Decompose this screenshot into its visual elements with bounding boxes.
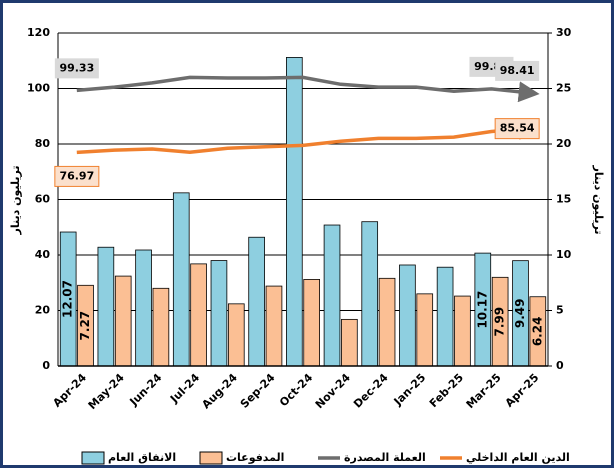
bar [323, 224, 341, 367]
y2-tick-label: 10 [556, 248, 572, 261]
y2-tick-label: 0 [556, 359, 564, 372]
legend-swatch [199, 451, 223, 465]
bar [172, 192, 190, 367]
y2-tick-label: 20 [556, 137, 572, 150]
line-value-label: 85.54 [500, 122, 535, 135]
y-axis-title: تريليون دينار [9, 166, 22, 236]
legend-swatch [81, 451, 105, 465]
y-tick-label: 120 [27, 26, 50, 39]
line-value-label: 76.97 [59, 169, 94, 182]
bar [135, 249, 152, 367]
bar-value-label: 10.17 [475, 291, 489, 329]
line-value-label: 99.33 [59, 61, 94, 74]
bar [303, 279, 320, 367]
x-tick-label: Mar-25 [464, 371, 504, 411]
y-tick-label: 0 [42, 359, 50, 372]
y2-axis-title: تريليون دينار [592, 165, 605, 235]
legend-label: المدفوعات [226, 451, 284, 464]
y2-tick-label: 30 [556, 26, 572, 39]
x-tick-label: Feb-25 [427, 371, 466, 410]
y2-tick-label: 15 [556, 193, 571, 206]
label-box [54, 58, 99, 79]
bar-value-label: 7.27 [78, 311, 92, 341]
bar [454, 295, 471, 367]
bar [361, 221, 379, 367]
bar [341, 318, 358, 367]
y-tick-label: 80 [35, 137, 51, 150]
bar [114, 275, 132, 367]
bar-value-label: 6.24 [530, 317, 544, 347]
bar [97, 246, 115, 367]
y2-tick-label: 25 [556, 82, 571, 95]
legend-label: العملة المصدرة [344, 451, 426, 464]
bar [378, 277, 396, 367]
line [76, 75, 540, 103]
bar [227, 303, 245, 367]
x-tick-label: Jan-25 [391, 371, 429, 409]
bar [286, 57, 303, 367]
bar [248, 236, 265, 367]
bar [152, 287, 170, 367]
label-box [54, 165, 100, 187]
label-box [494, 118, 540, 140]
label-box [495, 60, 540, 81]
x-tick-label: Nov-24 [313, 371, 353, 411]
bar [399, 264, 416, 367]
x-tick-label: Apr-24 [50, 371, 89, 410]
bar [265, 285, 283, 367]
y-tick-label: 100 [27, 82, 50, 95]
bar [210, 260, 228, 367]
line [76, 118, 540, 155]
bar [190, 263, 207, 367]
legend-label: الانفاق العام [108, 451, 176, 464]
x-tick-label: Aug-24 [199, 371, 240, 412]
bar-value-label: 12.07 [61, 280, 75, 318]
bar-value-label: 9.49 [513, 299, 527, 329]
x-tick-label: May-24 [86, 371, 127, 412]
line-value-label: 98.41 [500, 64, 535, 77]
x-tick-label: Sep-24 [238, 371, 278, 411]
x-tick-label: Jun-24 [127, 371, 165, 409]
bar [416, 293, 434, 367]
bar [436, 266, 454, 367]
x-tick-label: Dec-24 [351, 371, 391, 411]
bar-value-label: 7.99 [493, 307, 507, 337]
y-tick-label: 20 [35, 304, 51, 317]
y-tick-label: 40 [35, 248, 51, 261]
y-tick-label: 60 [35, 193, 51, 206]
x-tick-label: Jul-24 [167, 371, 202, 406]
x-tick-label: Apr-25 [503, 371, 542, 410]
y2-tick-label: 5 [556, 304, 564, 317]
x-tick-label: Oct-24 [277, 371, 315, 409]
legend-label: الدين العام الداخلي [466, 451, 570, 464]
